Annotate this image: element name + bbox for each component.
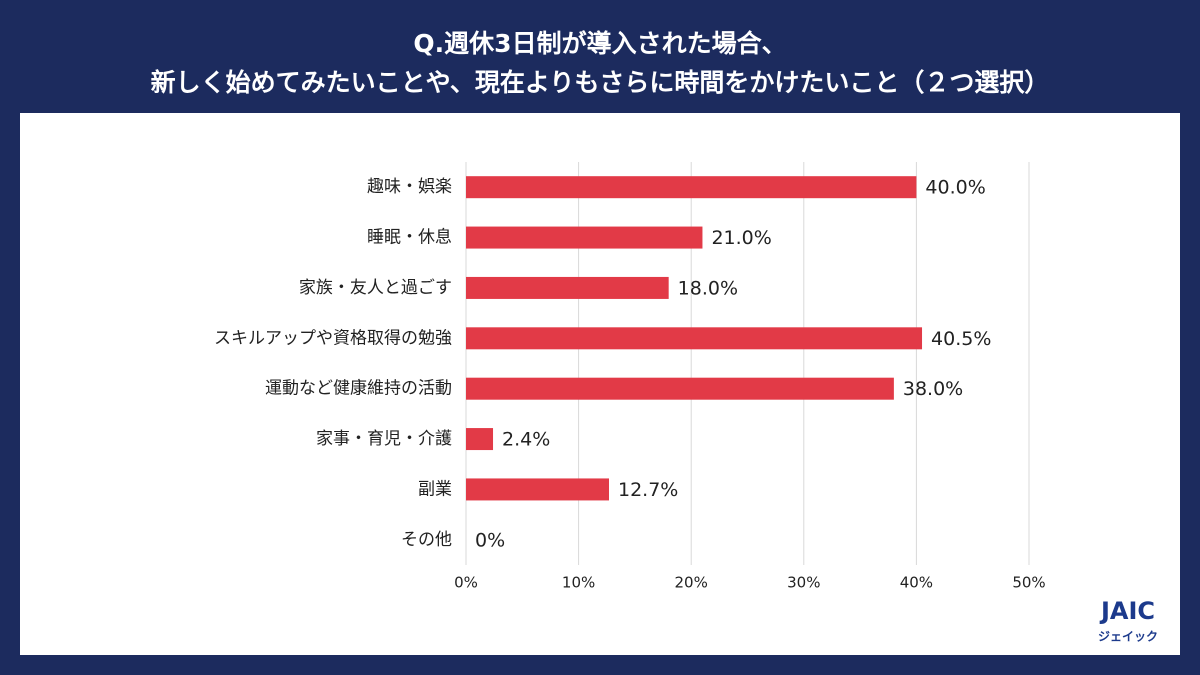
bar <box>466 327 923 350</box>
value-label: 40.0% <box>925 177 985 199</box>
bar <box>466 276 669 299</box>
y-tick-label: スキルアップや資格取得の勉強 <box>214 328 452 348</box>
value-label: 0% <box>475 529 505 551</box>
bar <box>466 176 917 199</box>
value-label: 2.4% <box>502 429 550 451</box>
y-tick-label: その他 <box>401 530 452 550</box>
x-tick-label: 20% <box>675 574 708 592</box>
y-tick-label: 家事・育児・介護 <box>316 429 452 449</box>
logo-mark: JAIC <box>1099 597 1155 625</box>
y-tick-label: 睡眠・休息 <box>367 228 452 248</box>
y-tick-label: 副業 <box>418 479 452 499</box>
y-tick-label: 家族・友人と過ごす <box>299 278 452 298</box>
x-tick-label: 0% <box>454 574 478 592</box>
x-tick-label: 40% <box>900 574 933 592</box>
value-label: 21.0% <box>711 227 771 249</box>
x-tick-label: 30% <box>787 574 820 592</box>
chart-title: Q.週休3日制が導入された場合、 <box>413 29 786 58</box>
x-tick-label: 50% <box>1012 574 1045 592</box>
bar <box>466 377 894 400</box>
y-tick-label: 趣味・娯楽 <box>367 177 452 197</box>
value-label: 12.7% <box>618 479 678 501</box>
value-label: 38.0% <box>903 378 963 400</box>
logo-text: ジェイック <box>1098 630 1158 644</box>
chart-title: 新しく始めてみたいことや、現在よりもさらに時間をかけたいこと（２つ選択） <box>151 68 1050 97</box>
bar <box>466 226 703 249</box>
bar <box>466 428 494 451</box>
value-label: 18.0% <box>678 277 738 299</box>
y-tick-label: 運動など健康維持の活動 <box>265 379 452 399</box>
value-label: 40.5% <box>931 328 991 350</box>
bar <box>466 478 610 501</box>
x-tick-label: 10% <box>562 574 595 592</box>
